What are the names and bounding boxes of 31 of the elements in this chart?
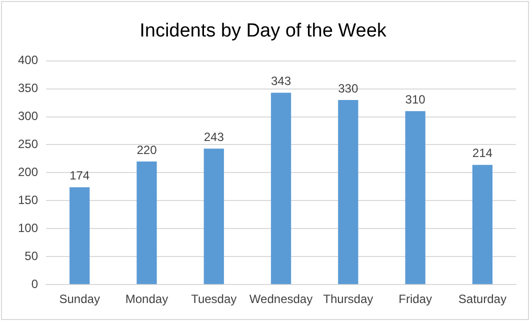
y-tick-label: 400: [18, 53, 38, 68]
data-label: 310: [405, 92, 426, 106]
x-tick-label: Friday: [398, 292, 432, 306]
data-label: 330: [338, 81, 358, 96]
data-label: 343: [270, 74, 292, 88]
y-tick-label: 100: [18, 220, 38, 235]
bar: [405, 111, 426, 284]
x-tick-label: Thursday: [323, 292, 374, 306]
bar: [270, 92, 292, 284]
data-label: 214: [472, 146, 493, 160]
y-tick-label: 50: [24, 248, 38, 263]
bar: [472, 164, 492, 284]
bar: [136, 162, 157, 284]
bar: [338, 100, 358, 284]
bar: [70, 187, 90, 284]
data-label: 174: [70, 168, 90, 183]
y-tick-label: 0: [31, 276, 38, 291]
y-tick-label: 200: [18, 165, 38, 180]
bar: [204, 148, 224, 284]
x-tick-label: Tuesday: [191, 292, 237, 306]
x-tick-label: Saturday: [458, 292, 506, 306]
chart-title: Incidents by Day of the Week: [140, 20, 387, 42]
data-label: 243: [204, 130, 224, 144]
y-tick-label: 150: [18, 192, 38, 207]
x-tick-label: Monday: [125, 292, 168, 306]
y-tick-label: 350: [18, 81, 38, 96]
data-label: 220: [136, 142, 158, 157]
y-tick-label: 250: [18, 137, 38, 152]
y-tick-label: 300: [18, 109, 38, 124]
x-tick-label: Wednesday: [249, 292, 313, 306]
x-tick-label: Sunday: [59, 292, 100, 306]
